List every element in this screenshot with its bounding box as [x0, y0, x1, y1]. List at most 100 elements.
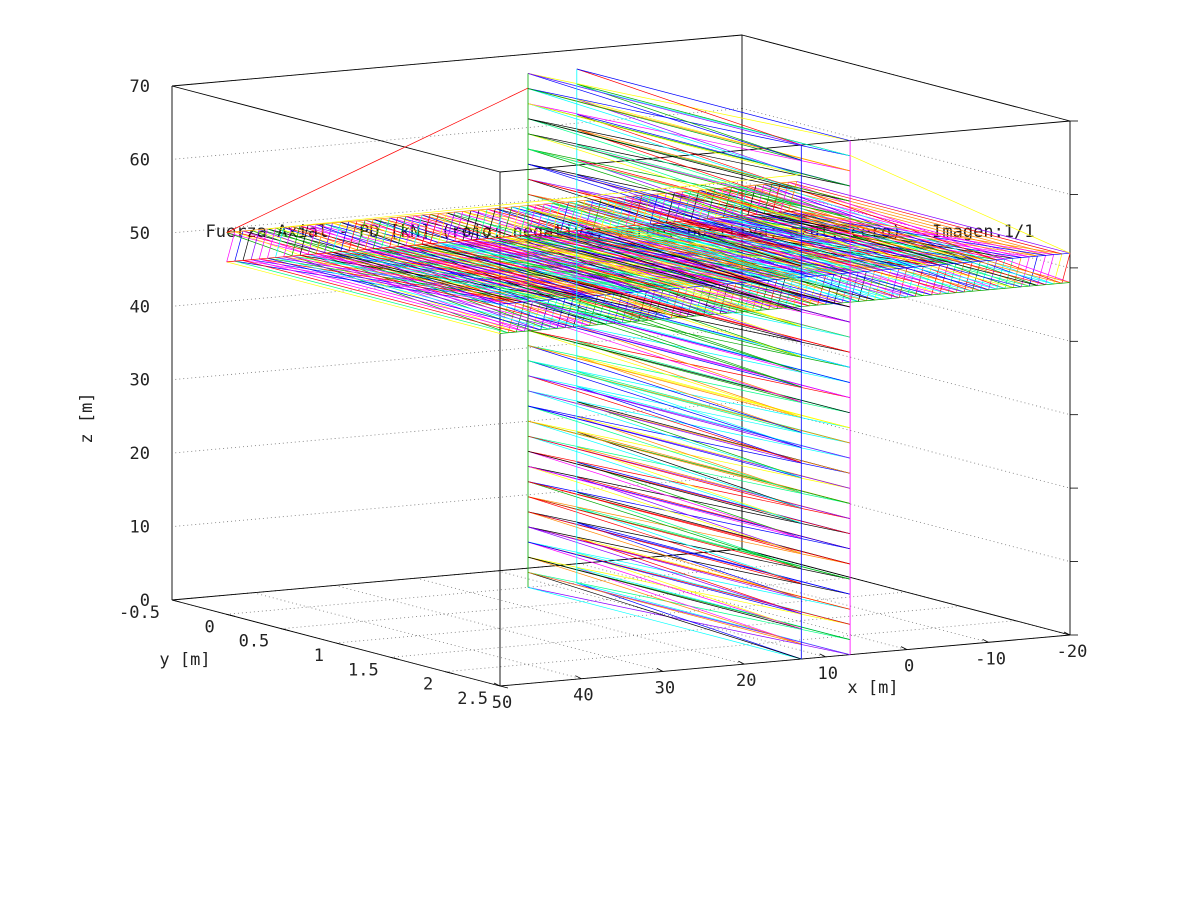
member-line	[299, 225, 309, 256]
member-line	[625, 196, 900, 269]
member-line	[535, 204, 545, 235]
member-line	[527, 314, 802, 388]
member-line	[527, 148, 802, 237]
member-line	[527, 133, 802, 221]
member-line	[576, 355, 802, 433]
member-line	[527, 178, 802, 252]
member-line	[544, 233, 818, 306]
x-tick-label: 50	[492, 693, 512, 713]
member-line	[576, 68, 802, 146]
member-line	[527, 88, 802, 161]
member-line	[527, 556, 802, 645]
member-line	[592, 198, 602, 230]
y-tick-label: 1.5	[348, 660, 379, 680]
member-line	[527, 178, 802, 267]
member-line	[340, 221, 350, 252]
member-line	[650, 223, 916, 268]
x-tick-mark	[493, 682, 501, 687]
y-tick-label: 2	[423, 675, 433, 695]
member-line	[495, 237, 769, 310]
member-line	[438, 242, 712, 315]
y-tick-mark	[445, 671, 454, 675]
member-line	[796, 181, 1071, 254]
member-line	[625, 225, 891, 270]
member-line	[389, 217, 399, 248]
member-line	[524, 301, 533, 332]
member-line	[527, 526, 802, 599]
member-line	[755, 184, 765, 215]
member-line	[527, 466, 802, 554]
y-tick-label: 1	[314, 646, 324, 666]
x-tick-mark	[738, 660, 745, 665]
member-line	[462, 240, 729, 285]
member-line	[527, 284, 802, 358]
member-line	[527, 269, 802, 358]
member-line	[446, 212, 456, 243]
structure-wireframe	[226, 68, 1071, 660]
floor-grid-line	[335, 591, 907, 644]
y-tick-label: -0.5	[119, 603, 160, 623]
member-line	[527, 163, 802, 252]
member-line	[372, 218, 382, 249]
member-line	[527, 571, 802, 645]
member-line	[576, 537, 802, 615]
member-line	[731, 216, 997, 261]
member-line	[527, 435, 802, 524]
member-line	[527, 73, 802, 146]
member-line	[527, 450, 802, 539]
y-tick-mark	[281, 628, 290, 632]
member-line	[527, 204, 537, 235]
x-tick-mark	[1063, 631, 1071, 636]
z-tick-label: 40	[130, 297, 150, 317]
wall-grid-line	[171, 475, 743, 527]
member-line	[576, 234, 802, 312]
member-line	[544, 203, 818, 277]
member-line	[234, 260, 509, 334]
member-line	[658, 193, 932, 266]
member-line	[527, 88, 802, 176]
member-line	[242, 230, 252, 261]
member-line	[527, 345, 802, 418]
member-line	[576, 250, 802, 327]
member-line	[527, 103, 802, 191]
wall-grid-line	[171, 254, 743, 307]
member-line	[511, 236, 786, 309]
member-line	[324, 252, 598, 326]
box-edge	[171, 34, 743, 87]
member-line	[527, 73, 802, 161]
member-line	[527, 571, 802, 660]
member-line	[308, 254, 574, 298]
member-line	[882, 269, 892, 300]
member-line	[706, 188, 716, 219]
member-line	[527, 239, 802, 312]
member-line	[527, 496, 802, 569]
member-line	[576, 491, 802, 569]
member-line	[617, 196, 627, 227]
member-line	[649, 193, 659, 225]
member-line	[800, 276, 810, 307]
member-line	[597, 294, 607, 325]
member-line	[283, 256, 558, 329]
member-line	[527, 299, 802, 388]
member-line	[739, 186, 1014, 259]
member-line	[226, 232, 501, 305]
member-line	[527, 587, 802, 660]
floor-grid-line	[390, 605, 961, 658]
member-line	[576, 114, 802, 191]
member-line	[283, 227, 558, 300]
member-line	[527, 118, 802, 206]
member-line	[747, 185, 1022, 258]
box-edge	[499, 120, 1071, 173]
member-line	[939, 264, 949, 295]
member-line	[780, 211, 1046, 256]
z-tick-label: 20	[130, 444, 150, 464]
member-line	[470, 239, 737, 284]
member-line	[768, 279, 778, 310]
y-axis-label: y [m]	[159, 650, 210, 670]
member-line	[515, 301, 525, 333]
member-line	[527, 345, 802, 433]
member-line	[527, 103, 802, 176]
member-line	[576, 507, 802, 584]
member-line	[576, 310, 802, 388]
member-line	[527, 330, 802, 418]
